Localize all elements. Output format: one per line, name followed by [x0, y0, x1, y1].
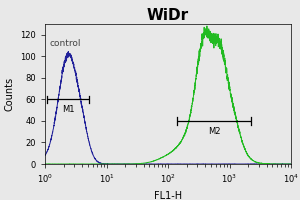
Text: M2: M2	[208, 127, 220, 136]
X-axis label: FL1-H: FL1-H	[154, 191, 182, 200]
Y-axis label: Counts: Counts	[5, 77, 15, 111]
Title: WiDr: WiDr	[147, 8, 189, 23]
Text: control: control	[50, 39, 81, 48]
Text: M1: M1	[62, 105, 75, 114]
